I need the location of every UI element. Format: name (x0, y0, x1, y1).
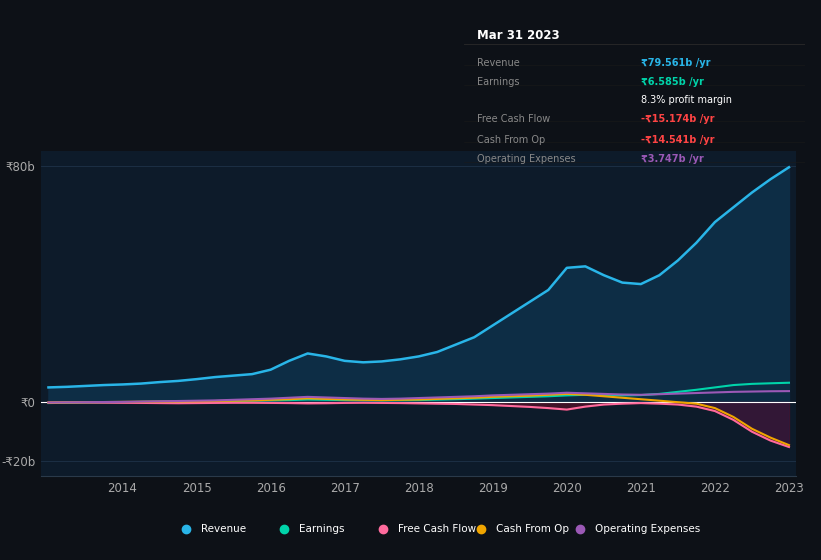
Text: Operating Expenses: Operating Expenses (478, 155, 576, 165)
Text: ₹79.561b /yr: ₹79.561b /yr (641, 58, 710, 68)
Text: Mar 31 2023: Mar 31 2023 (478, 29, 560, 42)
Text: -₹15.174b /yr: -₹15.174b /yr (641, 114, 714, 124)
Text: ₹6.585b /yr: ₹6.585b /yr (641, 77, 704, 87)
Text: ₹3.747b /yr: ₹3.747b /yr (641, 155, 704, 165)
Text: Cash From Op: Cash From Op (496, 524, 569, 534)
Text: Earnings: Earnings (478, 77, 520, 87)
Text: Free Cash Flow: Free Cash Flow (478, 114, 551, 124)
Text: -₹14.541b /yr: -₹14.541b /yr (641, 135, 714, 144)
Text: Cash From Op: Cash From Op (478, 135, 546, 144)
Text: Free Cash Flow: Free Cash Flow (397, 524, 475, 534)
Text: 8.3% profit margin: 8.3% profit margin (641, 95, 732, 105)
Text: Revenue: Revenue (200, 524, 245, 534)
Text: Revenue: Revenue (478, 58, 521, 68)
Text: Earnings: Earnings (299, 524, 345, 534)
Text: Operating Expenses: Operating Expenses (594, 524, 699, 534)
